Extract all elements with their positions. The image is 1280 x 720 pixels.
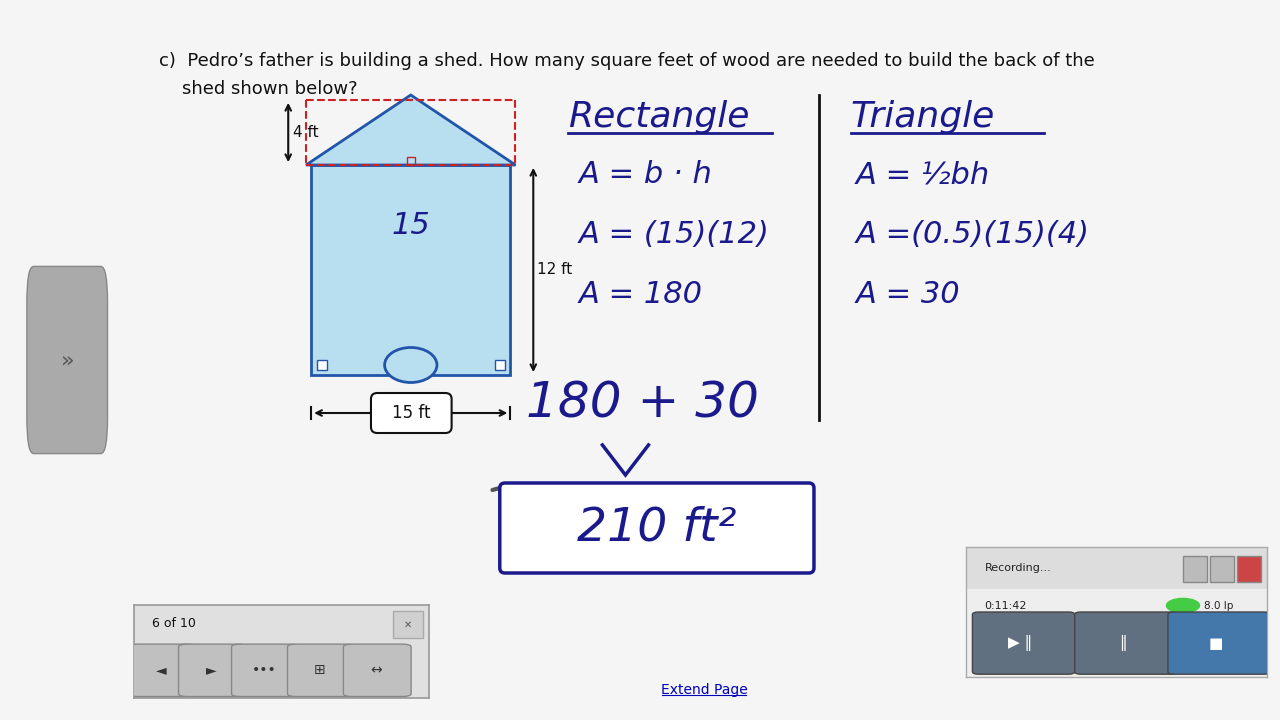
Text: A = (15)(12): A = (15)(12): [579, 220, 769, 249]
Text: Triangle: Triangle: [851, 100, 995, 134]
FancyBboxPatch shape: [973, 612, 1075, 674]
Text: 180 + 30: 180 + 30: [526, 380, 759, 428]
Text: Rectangle: Rectangle: [568, 100, 749, 134]
Text: Recording...: Recording...: [984, 563, 1051, 573]
Text: 0:11:42: 0:11:42: [984, 600, 1027, 611]
Text: ↔: ↔: [370, 663, 381, 678]
Bar: [966, 547, 1267, 589]
Text: c)  Pedro’s father is building a shed. How many square feet of wood are needed t: c) Pedro’s father is building a shed. Ho…: [160, 52, 1096, 70]
Text: ‖: ‖: [1119, 635, 1126, 651]
Bar: [316, 360, 326, 370]
Text: A = 30: A = 30: [856, 280, 960, 309]
Bar: [407, 157, 415, 165]
Bar: [494, 360, 506, 370]
Text: »: »: [60, 350, 74, 370]
Text: A = b · h: A = b · h: [579, 160, 712, 189]
Text: ✕: ✕: [404, 619, 412, 629]
Text: 4 ft: 4 ft: [293, 125, 319, 140]
FancyBboxPatch shape: [1183, 557, 1207, 582]
Circle shape: [1166, 598, 1199, 613]
Text: •••: •••: [252, 663, 276, 678]
Bar: [311, 165, 511, 375]
FancyBboxPatch shape: [288, 644, 356, 696]
Text: A =(0.5)(15)(4): A =(0.5)(15)(4): [856, 220, 1089, 249]
Ellipse shape: [384, 348, 436, 382]
Text: 210 ft²: 210 ft²: [577, 505, 736, 551]
FancyBboxPatch shape: [1075, 612, 1178, 674]
FancyBboxPatch shape: [232, 644, 300, 696]
Text: Extend Page: Extend Page: [660, 683, 748, 697]
FancyBboxPatch shape: [179, 644, 246, 696]
Text: ■: ■: [1208, 636, 1224, 651]
Text: ▶ ‖: ▶ ‖: [1009, 635, 1033, 651]
FancyBboxPatch shape: [371, 393, 452, 433]
Text: 8.0 lp: 8.0 lp: [1204, 600, 1234, 611]
Text: ►: ►: [206, 663, 216, 678]
FancyBboxPatch shape: [1167, 612, 1270, 674]
FancyBboxPatch shape: [393, 611, 422, 638]
Text: ◄: ◄: [156, 663, 166, 678]
Text: shed shown below?: shed shown below?: [160, 80, 358, 98]
Text: 6 of 10: 6 of 10: [152, 617, 196, 630]
Polygon shape: [306, 95, 516, 165]
Text: 12 ft: 12 ft: [538, 263, 572, 277]
FancyBboxPatch shape: [27, 266, 108, 454]
Text: 15 ft: 15 ft: [392, 404, 430, 422]
FancyBboxPatch shape: [343, 644, 411, 696]
Text: A = 180: A = 180: [579, 280, 703, 309]
Text: A = ½bh: A = ½bh: [856, 160, 991, 189]
FancyBboxPatch shape: [128, 644, 196, 696]
Text: ⊞: ⊞: [314, 663, 325, 678]
FancyBboxPatch shape: [499, 483, 814, 573]
FancyBboxPatch shape: [1236, 557, 1261, 582]
FancyBboxPatch shape: [1210, 557, 1234, 582]
Text: 15: 15: [392, 210, 430, 240]
